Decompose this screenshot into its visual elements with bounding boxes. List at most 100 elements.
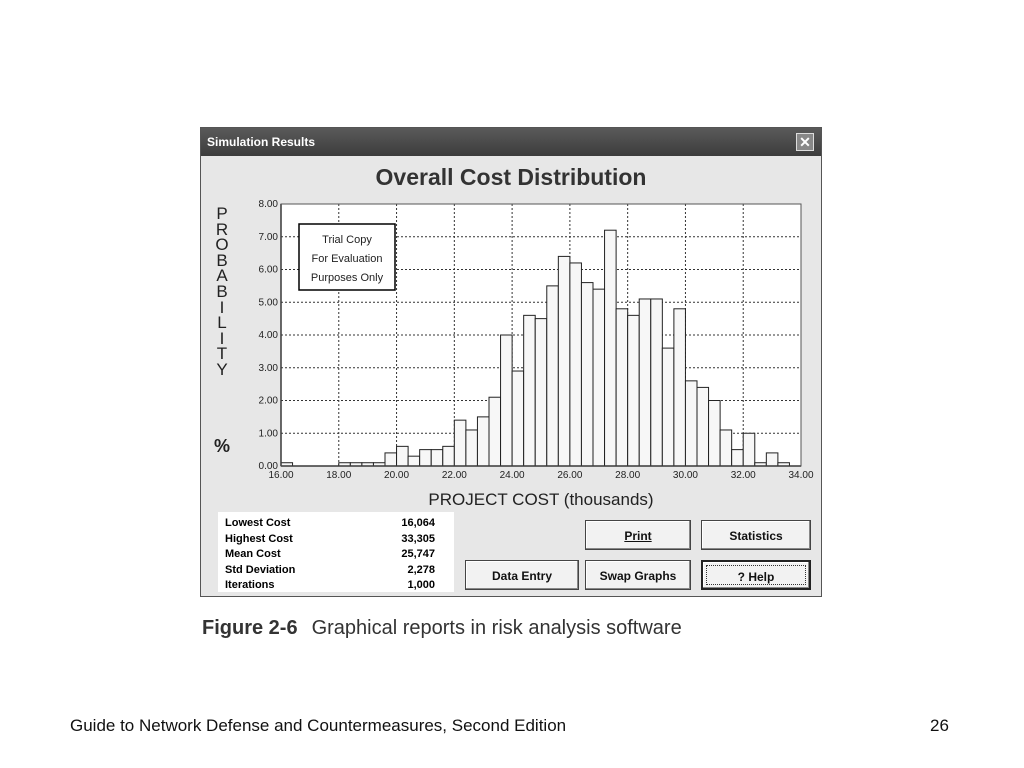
histogram-bar [546, 285, 559, 467]
x-axis-label: PROJECT COST (thousands) [428, 490, 654, 509]
histogram-bar [442, 445, 455, 467]
stat-label: Iterations [225, 579, 275, 591]
x-tick-label: 32.00 [731, 470, 756, 481]
y-axis-label-letter: P [216, 204, 228, 223]
y-axis-label-letter: B [216, 281, 228, 301]
y-axis-label-letter: L [217, 313, 227, 333]
histogram-bar [523, 314, 536, 467]
y-tick-label: 0.00 [259, 461, 279, 472]
stat-row: Iterations 1,000 [225, 579, 445, 594]
y-tick-label: 1.00 [259, 428, 279, 439]
close-icon[interactable]: ✕ [796, 133, 814, 151]
y-axis-unit: % [213, 436, 230, 456]
stat-value: 16,064 [401, 517, 435, 529]
stat-label: Lowest Cost [225, 517, 291, 529]
histogram-bar [453, 419, 467, 467]
histogram-bar [396, 445, 409, 467]
y-axis-label-letter: T [216, 344, 228, 364]
x-tick-label: 24.00 [500, 470, 525, 481]
x-tick-label: 18.00 [326, 470, 351, 481]
x-tick-label: 26.00 [557, 470, 582, 481]
y-tick-label: 7.00 [259, 232, 279, 243]
x-tick-label: 20.00 [384, 470, 409, 481]
histogram-chart: 0.00 1.00 2.00 3.00 4.00 5.00 6.00 7.00 8.00 16.0… [259, 199, 814, 481]
histogram-bar [488, 396, 502, 467]
y-tick-label: 8.00 [259, 199, 279, 210]
y-axis-label-letter: B [216, 250, 228, 270]
histogram-bar [731, 449, 744, 467]
histogram-bar [384, 452, 398, 467]
histogram-bar [569, 262, 582, 467]
histogram-bar [557, 255, 571, 467]
print-button[interactable]: Print [585, 520, 691, 550]
histogram-bar [661, 347, 675, 467]
x-tick-label: 30.00 [673, 470, 698, 481]
figure-number: Figure 2-6 [202, 617, 298, 639]
y-axis-label-letter: R [215, 219, 229, 239]
figure-caption-text: Graphical reports in risk analysis softw… [311, 617, 682, 639]
histogram-bar [419, 449, 432, 467]
histogram-bar [684, 380, 698, 467]
histogram-bar [511, 370, 525, 467]
y-axis-label-letter: I [219, 328, 225, 348]
help-label: ? Help [737, 570, 775, 584]
histogram-bar [650, 298, 663, 467]
y-tick-label: 5.00 [259, 297, 279, 308]
plot-frame [280, 203, 802, 467]
stat-label: Mean Cost [225, 548, 281, 560]
swap-graphs-button[interactable]: Swap Graphs [585, 560, 691, 590]
histogram-bar [673, 308, 686, 467]
histogram-bar [627, 314, 640, 467]
histogram-bar [604, 229, 617, 467]
statistics-label: Statistics [729, 529, 783, 543]
y-axis-label-letter: O [215, 235, 229, 255]
x-tick-label: 34.00 [788, 470, 813, 481]
stat-row: Highest Cost 33,305 [225, 533, 445, 548]
stat-row: Lowest Cost 16,064 [225, 517, 445, 532]
y-axis-label-letter: I [219, 297, 225, 317]
y-tick-label: 2.00 [259, 396, 279, 407]
trial-copy-box [298, 223, 396, 291]
histogram-bar [638, 298, 652, 467]
trial-copy-line: Trial Copy [322, 234, 372, 246]
histogram-bar [580, 282, 594, 467]
data-entry-button[interactable]: Data Entry [465, 560, 579, 590]
histogram-bar [696, 386, 710, 467]
stat-label: Highest Cost [225, 532, 293, 545]
histogram-bar [534, 318, 548, 467]
stat-row: Mean Cost 25,747 [225, 548, 445, 563]
statistics-button[interactable]: Statistics [701, 520, 811, 550]
chart-title: Overall Cost Distribution [375, 164, 647, 190]
histogram-bar [430, 449, 444, 467]
figure-caption: Figure 2-6 Graphical reports in risk anal… [202, 617, 682, 640]
histogram-bar [476, 416, 490, 467]
trial-copy-line: Purposes Only [311, 272, 384, 284]
y-tick-label: 6.00 [259, 265, 279, 276]
histogram-bar [500, 334, 513, 467]
help-focus-ring: ? Help [706, 565, 806, 585]
histogram-bar [592, 288, 606, 467]
swap-graphs-label: Swap Graphs [599, 569, 677, 583]
x-tick-label: 16.00 [268, 470, 293, 481]
simulation-results-window: Simulation Results ✕ Overall Cost Distri… [200, 127, 822, 597]
stat-label: Std Deviation [225, 563, 296, 576]
y-tick-label: 4.00 [259, 330, 279, 341]
footer-book-title: Guide to Network Defense and Countermeas… [70, 716, 567, 735]
histogram-bar [708, 400, 721, 467]
title-bar[interactable]: Simulation Results ✕ [201, 128, 821, 156]
x-tick-label: 28.00 [615, 470, 640, 481]
trial-copy-line: For Evaluation [312, 253, 383, 265]
window-title: Simulation Results [207, 135, 316, 149]
histogram-bar [465, 429, 478, 467]
help-button[interactable]: ? Help [701, 560, 811, 590]
y-axis-label-letter: A [216, 266, 228, 286]
histogram-bar [765, 452, 779, 467]
y-axis-label-letter: Y [216, 359, 228, 379]
histogram-bar [719, 429, 733, 467]
x-tick-label: 22.00 [442, 470, 467, 481]
stat-value: 2,278 [407, 563, 435, 576]
print-label: Print [624, 529, 652, 543]
data-entry-label: Data Entry [491, 569, 553, 583]
stat-row: Std Deviation 2,278 [225, 564, 445, 579]
